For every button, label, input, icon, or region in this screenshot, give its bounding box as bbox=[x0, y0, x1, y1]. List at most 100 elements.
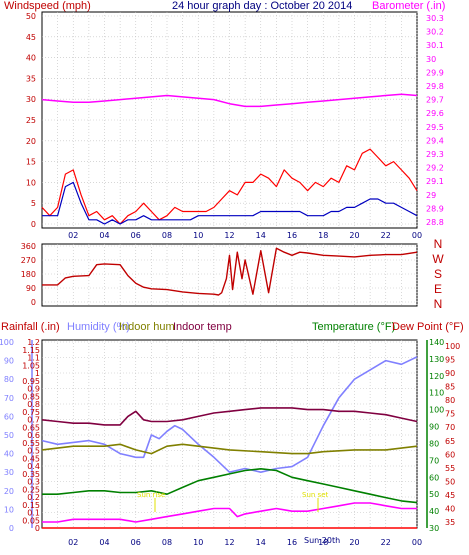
barometer-tick-label: 29 bbox=[426, 191, 436, 200]
indoor-temp-legend: Indoor temp bbox=[173, 321, 232, 333]
dewpoint-tick-label: 75 bbox=[445, 410, 455, 419]
barometer-tick-label: 30.2 bbox=[426, 28, 444, 37]
dewpoint-tick-label: 35 bbox=[445, 518, 455, 527]
rain-tick-label: 0.7 bbox=[27, 416, 40, 425]
humidity-line bbox=[41, 356, 418, 473]
hour-tick-label: 08 bbox=[162, 538, 172, 547]
humidity-tick-label: 100 bbox=[0, 338, 14, 347]
barometer-tick-label: 30 bbox=[426, 55, 436, 64]
wind-tick-label: 50 bbox=[26, 12, 36, 21]
wind-axis-title: Windspeed (mph) bbox=[4, 0, 91, 12]
wind-tick-label: 15 bbox=[26, 158, 36, 167]
rain-tick-label: 0.5 bbox=[27, 447, 40, 456]
hour-tick-label: 20 bbox=[349, 231, 359, 240]
rain-tick-label: 1.15 bbox=[22, 346, 40, 355]
temperature-tick-label: 140 bbox=[429, 338, 444, 347]
rain-tick-label: 0.45 bbox=[22, 454, 40, 463]
dewpoint-tick-label: 55 bbox=[445, 464, 455, 473]
hour-tick-label: 14 bbox=[256, 538, 266, 547]
rain-tick-label: 0.4 bbox=[27, 462, 40, 471]
hour-tick-label: 04 bbox=[99, 231, 109, 240]
dewpoint-tick-label: 40 bbox=[445, 504, 455, 513]
rain-tick-label: 0.15 bbox=[22, 501, 40, 510]
barometer-tick-label: 28.9 bbox=[426, 204, 444, 213]
direction-tick-label: 270 bbox=[21, 256, 36, 265]
temperature-tick-label: 120 bbox=[429, 372, 444, 381]
temperature-tick-label: 50 bbox=[429, 490, 439, 499]
rain-tick-label: 1 bbox=[35, 369, 40, 378]
barometer-tick-label: 28.8 bbox=[426, 218, 444, 227]
humidity-tick-label: 20 bbox=[4, 487, 14, 496]
wind-tick-label: 5 bbox=[31, 199, 36, 208]
humidity-tick-label: 70 bbox=[4, 394, 14, 403]
hour-tick-label: 08 bbox=[162, 231, 172, 240]
temperature-tick-label: 130 bbox=[429, 355, 444, 364]
grid-layer bbox=[42, 12, 418, 529]
rain-tick-label: 0.6 bbox=[27, 431, 40, 440]
hour-tick-label: 00 bbox=[412, 231, 422, 240]
rain-tick-label: 0.85 bbox=[22, 392, 40, 401]
rain-tick-label: 0.2 bbox=[27, 493, 40, 502]
wind-tick-label: 0 bbox=[31, 220, 36, 229]
temperature-tick-label: 110 bbox=[429, 389, 444, 398]
sunset-label: Sun set bbox=[302, 491, 328, 499]
barometer-tick-label: 29.7 bbox=[426, 96, 444, 105]
hour-tick-label: 06 bbox=[131, 538, 141, 547]
temperature-legend: Temperature (°F) bbox=[312, 321, 395, 333]
hour-tick-label: 12 bbox=[224, 231, 234, 240]
hour-tick-label: 22 bbox=[381, 538, 391, 547]
hour-tick-label: 06 bbox=[131, 231, 141, 240]
wind-tick-label: 25 bbox=[26, 116, 36, 125]
hour-tick-label: 12 bbox=[224, 538, 234, 547]
dewpoint-tick-label: 70 bbox=[445, 423, 455, 432]
direction-tick-label: 180 bbox=[21, 270, 36, 279]
hour-tick-label: 18 bbox=[318, 231, 328, 240]
dewpoint-tick-label: 80 bbox=[445, 396, 455, 405]
barometer-tick-label: 29.5 bbox=[426, 123, 444, 132]
wind-avg-line bbox=[42, 181, 418, 225]
sunrise-label: Sun rise bbox=[137, 491, 165, 499]
hour-tick-label: 10 bbox=[193, 538, 203, 547]
dewpoint-tick-label: 100 bbox=[445, 342, 460, 351]
rain-tick-label: 0.3 bbox=[27, 478, 40, 487]
barometer-tick-label: 29.4 bbox=[426, 136, 444, 145]
humidity-tick-label: 80 bbox=[4, 375, 14, 384]
barometer-tick-label: 29.1 bbox=[426, 177, 444, 186]
dewpoint-line bbox=[42, 502, 417, 523]
dewpoint-tick-label: 45 bbox=[445, 491, 455, 500]
dewpoint-tick-label: 65 bbox=[445, 437, 455, 446]
rain-tick-label: 0.65 bbox=[22, 423, 40, 432]
rain-tick-label: 0 bbox=[35, 524, 40, 533]
wind-tick-label: 10 bbox=[26, 178, 36, 187]
compass-label: W bbox=[432, 252, 444, 266]
humidity-tick-label: 0 bbox=[9, 524, 14, 533]
compass-label: N bbox=[434, 237, 443, 251]
indoor-temp-line bbox=[41, 407, 418, 426]
rain-tick-label: 0.9 bbox=[27, 385, 40, 394]
indoor-hum-line bbox=[41, 443, 418, 455]
dewpoint-legend: Dew Point (°F) bbox=[392, 321, 464, 333]
wind-tick-label: 20 bbox=[26, 137, 36, 146]
humidity-legend: Humidity (%) bbox=[67, 321, 130, 333]
hour-tick-label: 18 bbox=[318, 538, 328, 547]
rain-tick-label: 0.75 bbox=[22, 408, 40, 417]
wind-direction-line bbox=[42, 247, 418, 296]
humidity-tick-label: 50 bbox=[4, 431, 14, 440]
series-layer bbox=[41, 93, 418, 529]
temperature-tick-label: 100 bbox=[429, 406, 444, 415]
day-label: Sun 20th bbox=[304, 536, 340, 545]
compass-label: E bbox=[434, 282, 442, 296]
direction-tick-label: 360 bbox=[21, 242, 36, 251]
annotation-layer: Sun rise Sun set Sun 20th bbox=[137, 491, 340, 545]
wind-tick-label: 45 bbox=[26, 33, 36, 42]
dewpoint-tick-label: 90 bbox=[445, 369, 455, 378]
hour-tick-label: 02 bbox=[68, 231, 78, 240]
hour-tick-label: 00 bbox=[412, 538, 422, 547]
hour-tick-label: 14 bbox=[256, 231, 266, 240]
temperature-tick-label: 40 bbox=[429, 507, 439, 516]
wind-tick-label: 30 bbox=[26, 95, 36, 104]
dewpoint-tick-label: 85 bbox=[445, 383, 455, 392]
humidity-tick-label: 30 bbox=[4, 468, 14, 477]
barometer-tick-label: 30.1 bbox=[426, 41, 444, 50]
